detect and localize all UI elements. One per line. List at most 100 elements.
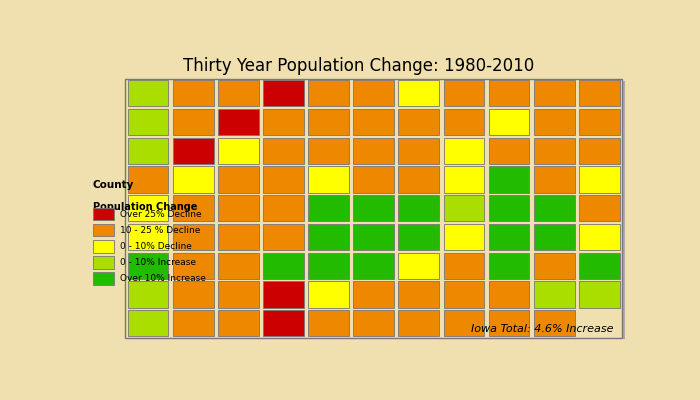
Bar xyxy=(534,109,575,135)
Text: 10 - 25 % Decline: 10 - 25 % Decline xyxy=(120,226,200,235)
Bar xyxy=(263,224,304,250)
Bar xyxy=(263,109,304,135)
Bar xyxy=(489,109,529,135)
Bar xyxy=(127,252,169,279)
Bar xyxy=(218,166,259,192)
Bar xyxy=(173,252,214,279)
Bar xyxy=(263,310,304,336)
Bar xyxy=(398,195,439,221)
Bar xyxy=(579,138,620,164)
Bar xyxy=(354,80,394,106)
Bar xyxy=(444,166,484,192)
Bar xyxy=(173,281,214,308)
Bar xyxy=(308,80,349,106)
Bar xyxy=(173,195,214,221)
Bar xyxy=(489,252,529,279)
Bar xyxy=(489,224,529,250)
Bar xyxy=(93,240,113,252)
Bar xyxy=(218,195,259,221)
Bar xyxy=(489,138,529,164)
Bar xyxy=(173,138,214,164)
Bar xyxy=(489,310,529,336)
Bar xyxy=(398,281,439,308)
Bar xyxy=(127,310,169,336)
Bar xyxy=(354,310,394,336)
Bar xyxy=(93,208,113,220)
Bar xyxy=(489,166,529,192)
Bar xyxy=(308,310,349,336)
Bar xyxy=(579,195,620,221)
Text: Thirty Year Population Change: 1980-2010: Thirty Year Population Change: 1980-2010 xyxy=(183,57,534,75)
Bar xyxy=(93,272,113,284)
Bar xyxy=(129,81,625,339)
Bar xyxy=(173,166,214,192)
Text: County: County xyxy=(93,180,134,190)
Bar xyxy=(263,166,304,192)
Bar xyxy=(444,138,484,164)
Bar xyxy=(398,109,439,135)
Bar xyxy=(218,109,259,135)
Bar xyxy=(308,252,349,279)
Bar xyxy=(579,224,620,250)
Bar xyxy=(173,80,214,106)
Bar xyxy=(354,166,394,192)
Bar xyxy=(173,109,214,135)
Bar xyxy=(354,281,394,308)
Bar xyxy=(444,281,484,308)
Text: Over 25% Decline: Over 25% Decline xyxy=(120,210,202,219)
Bar xyxy=(263,80,304,106)
Text: 0 - 10% Increase: 0 - 10% Increase xyxy=(120,258,196,267)
Bar xyxy=(398,252,439,279)
Bar xyxy=(263,195,304,221)
Bar xyxy=(444,109,484,135)
Bar xyxy=(218,138,259,164)
Bar xyxy=(579,109,620,135)
Bar xyxy=(354,252,394,279)
Bar xyxy=(263,281,304,308)
Bar xyxy=(489,281,529,308)
Text: Population Change: Population Change xyxy=(93,202,197,212)
Bar xyxy=(444,310,484,336)
Bar xyxy=(534,281,575,308)
Bar xyxy=(579,166,620,192)
Bar xyxy=(354,109,394,135)
Bar xyxy=(398,166,439,192)
Bar xyxy=(308,224,349,250)
Bar xyxy=(125,79,622,338)
Bar xyxy=(218,252,259,279)
Bar xyxy=(308,109,349,135)
Bar xyxy=(173,310,214,336)
Bar xyxy=(444,252,484,279)
Bar xyxy=(354,195,394,221)
Bar xyxy=(127,224,169,250)
Bar xyxy=(579,80,620,106)
Bar xyxy=(93,224,113,236)
Bar xyxy=(354,138,394,164)
Text: Iowa Total: 4.6% Increase: Iowa Total: 4.6% Increase xyxy=(471,324,614,334)
Bar xyxy=(308,166,349,192)
Bar xyxy=(444,195,484,221)
Bar xyxy=(127,109,169,135)
Bar xyxy=(218,310,259,336)
Bar xyxy=(127,166,169,192)
Bar xyxy=(534,166,575,192)
Bar xyxy=(534,80,575,106)
Bar xyxy=(308,195,349,221)
Bar xyxy=(93,256,113,268)
Bar xyxy=(218,80,259,106)
Bar xyxy=(127,80,169,106)
Bar xyxy=(218,224,259,250)
Bar xyxy=(398,80,439,106)
Bar xyxy=(489,80,529,106)
Bar xyxy=(218,281,259,308)
Text: 0 - 10% Decline: 0 - 10% Decline xyxy=(120,242,192,251)
Bar xyxy=(489,195,529,221)
Bar xyxy=(534,310,575,336)
Bar xyxy=(444,224,484,250)
Bar xyxy=(173,224,214,250)
Bar xyxy=(398,224,439,250)
Bar xyxy=(579,252,620,279)
Bar xyxy=(354,224,394,250)
Bar xyxy=(398,138,439,164)
Bar xyxy=(398,310,439,336)
